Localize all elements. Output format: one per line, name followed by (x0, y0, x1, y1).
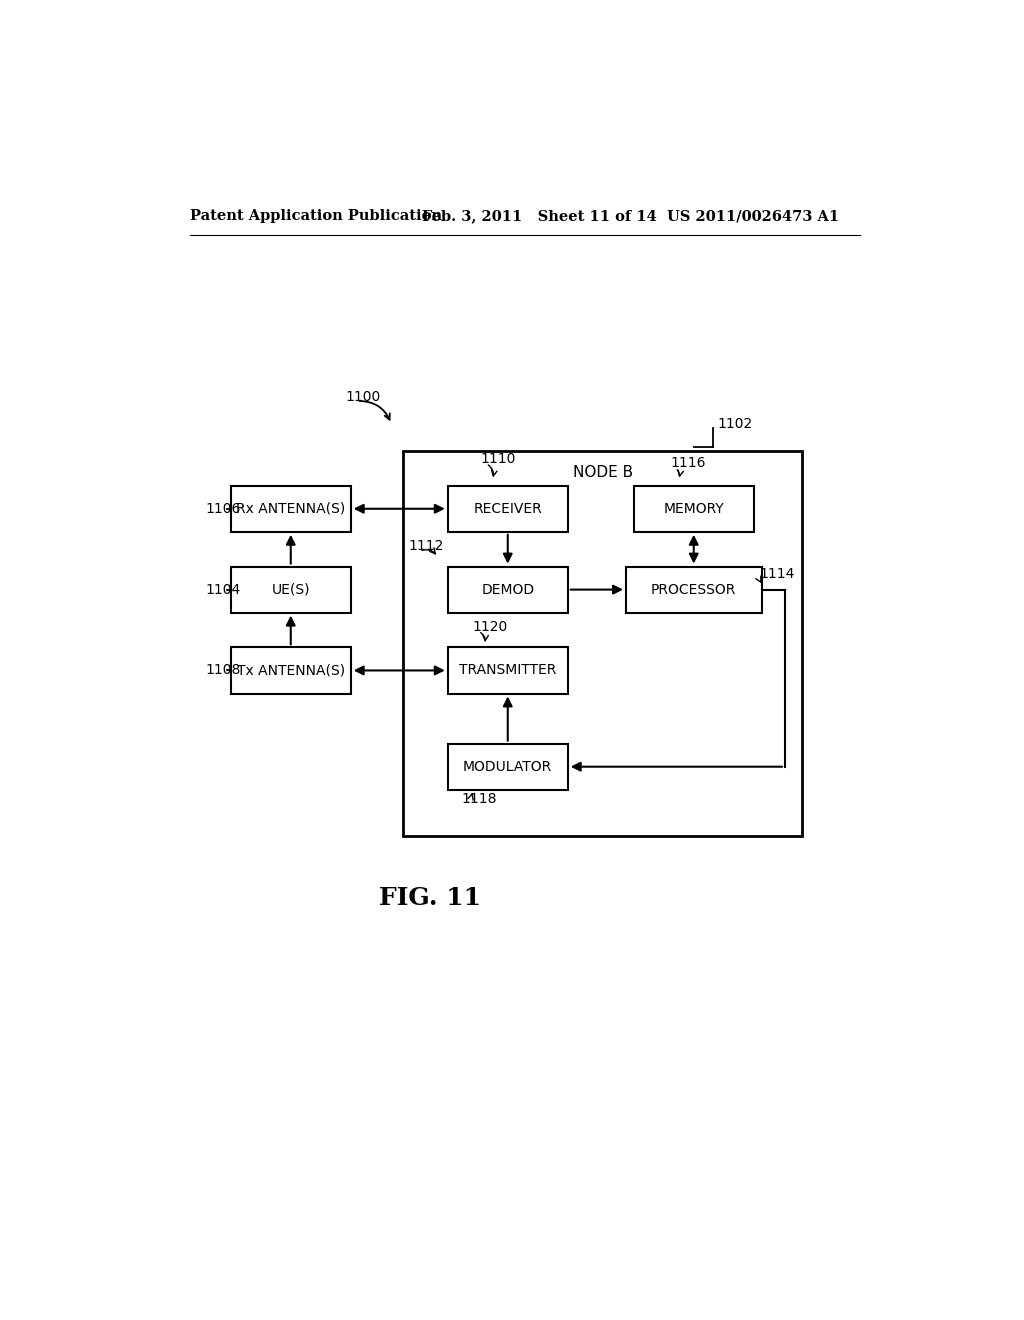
Text: Tx ANTENNA(S): Tx ANTENNA(S) (237, 664, 345, 677)
Text: NODE B: NODE B (572, 465, 633, 480)
Text: 1112: 1112 (409, 539, 444, 553)
Bar (447, 566, 568, 612)
Text: MODULATOR: MODULATOR (463, 760, 552, 774)
Text: RECEIVER: RECEIVER (473, 502, 542, 516)
Text: 1110: 1110 (480, 451, 516, 466)
Text: MEMORY: MEMORY (664, 502, 724, 516)
Text: 1102: 1102 (717, 417, 753, 432)
Text: 1100: 1100 (345, 391, 380, 404)
Text: FIG. 11: FIG. 11 (379, 886, 481, 909)
Text: Rx ANTENNA(S): Rx ANTENNA(S) (237, 502, 345, 516)
Bar (447, 486, 568, 532)
Text: 1118: 1118 (461, 792, 497, 807)
Text: PROCESSOR: PROCESSOR (651, 582, 736, 597)
Text: TRANSMITTER: TRANSMITTER (459, 664, 556, 677)
Text: US 2011/0026473 A1: US 2011/0026473 A1 (667, 209, 839, 223)
Bar (403, 451, 802, 836)
Text: 1106: 1106 (206, 502, 241, 516)
Bar (447, 647, 568, 693)
Bar (230, 647, 351, 693)
Bar (447, 743, 568, 789)
Text: 1104: 1104 (206, 582, 241, 597)
Text: Feb. 3, 2011   Sheet 11 of 14: Feb. 3, 2011 Sheet 11 of 14 (423, 209, 657, 223)
Bar (230, 486, 351, 532)
Text: Patent Application Publication: Patent Application Publication (190, 209, 442, 223)
Text: 1120: 1120 (473, 619, 508, 634)
Text: DEMOD: DEMOD (481, 582, 535, 597)
Bar (634, 486, 754, 532)
Text: 1116: 1116 (671, 455, 706, 470)
Bar (626, 566, 762, 612)
Bar (230, 566, 351, 612)
Text: 1114: 1114 (760, 568, 795, 581)
Text: UE(S): UE(S) (271, 582, 310, 597)
Text: 1108: 1108 (206, 664, 241, 677)
